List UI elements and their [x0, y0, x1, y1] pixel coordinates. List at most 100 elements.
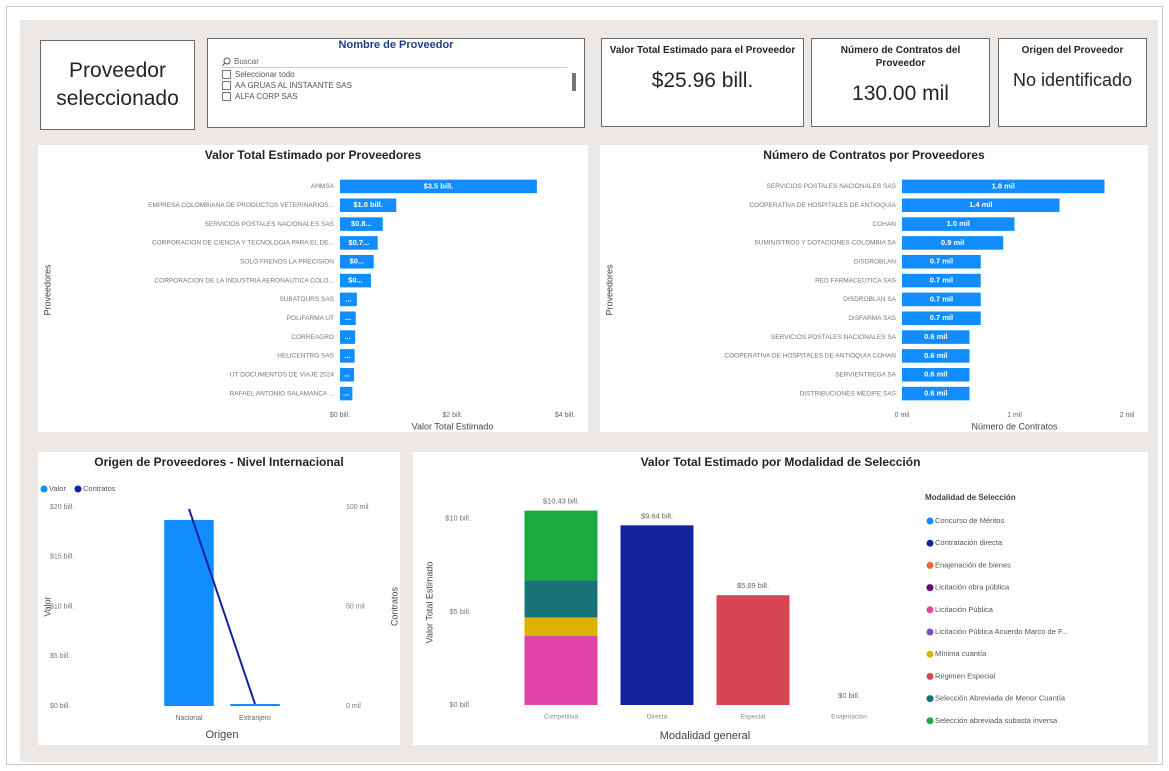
- bar: [340, 349, 355, 363]
- x-tick-label: $0 bill.: [330, 412, 350, 419]
- bar-segment: [524, 580, 598, 618]
- y-tick-label: SERVICIOS POSTALES NACIONALES SA: [771, 334, 897, 341]
- legend-marker: [926, 584, 934, 592]
- y-tick-label: DISDROBLAN: [854, 258, 897, 265]
- y-axis-label: Contratos: [389, 586, 399, 626]
- x-tick-label: Nacional: [175, 715, 203, 722]
- legend-marker: [926, 695, 934, 703]
- y-tick-label: $5 bill.: [449, 607, 471, 616]
- y-axis-label: Valor Total Estimado: [424, 562, 434, 644]
- search-box[interactable]: Buscar: [222, 57, 567, 68]
- x-tick-label: Enajenación: [831, 714, 867, 721]
- legend-label: Valor: [49, 484, 66, 493]
- legend-marker: [926, 539, 934, 547]
- card-value: $25.96 bill.: [651, 69, 754, 92]
- x-axis-label: Valor Total Estimado: [412, 421, 494, 431]
- y-tick-label: EMPRESA COLOMBIANA DE PRODUCTOS VETERINA…: [148, 202, 334, 209]
- legend-marker: [926, 628, 934, 636]
- checkbox[interactable]: [222, 92, 231, 101]
- y-axis-label: Proveedores: [42, 264, 52, 316]
- slicer-item[interactable]: ALFA CORP SAS: [222, 92, 584, 101]
- bar: [902, 311, 981, 326]
- y-tick-label: CORREAGRO: [291, 334, 334, 341]
- y-tick-label: RED FARMACEUTICA SAS: [815, 277, 897, 284]
- bar: [340, 386, 353, 401]
- bar-segment: [716, 595, 790, 705]
- y-tick-label: CORPORACION DE LA INDUSTRIA AERONAUTICA …: [154, 277, 334, 284]
- data-label: 0.7 mil: [930, 313, 953, 322]
- card-title: Número de Contratos del Proveedor: [840, 45, 961, 69]
- data-label: 0.6 mil: [924, 351, 947, 360]
- line: [188, 508, 256, 705]
- data-label: $3.5 bill.: [424, 181, 454, 190]
- card-value: No identificado: [1012, 70, 1133, 90]
- chart-title: Valor Total Estimado por Proveedores: [205, 148, 422, 162]
- scrollbar[interactable]: [572, 73, 576, 91]
- y2-tick-label: 50 mil: [346, 603, 365, 610]
- legend-label: Contratos: [83, 484, 116, 493]
- data-label: ...: [344, 370, 350, 379]
- bar: [340, 292, 357, 307]
- bar-segment: [620, 525, 694, 705]
- total-label: $9.64 bill.: [641, 511, 673, 520]
- bar: [340, 198, 397, 213]
- legend-label: Selección abreviada subasta inversa: [935, 716, 1058, 725]
- data-label: $1.0 bill.: [353, 200, 383, 209]
- y-tick-label: DISFARMA SAS: [848, 315, 896, 322]
- data-label: 1.8 mil: [992, 181, 1015, 190]
- slicer-item[interactable]: Seleccionar todo: [222, 70, 584, 79]
- card-title: Valor Total Estimado para el Proveedor: [609, 45, 796, 56]
- bar: [340, 179, 537, 194]
- legend-marker: [926, 517, 934, 525]
- bar-segment: [524, 636, 598, 705]
- x-tick-label: $4 bill.: [555, 412, 575, 419]
- bar: [902, 236, 1004, 250]
- x-tick-label: Especial: [741, 714, 766, 721]
- legend-label: Contratación directa: [935, 538, 1003, 547]
- data-label: ...: [344, 332, 350, 341]
- y-tick-label: UT DOCUMENTOS DE VIAJE 2024: [230, 371, 335, 378]
- legend-marker: [926, 561, 934, 569]
- legend-marker: [926, 606, 934, 614]
- item-label: ALFA CORP SAS: [235, 92, 298, 101]
- bar: [902, 292, 981, 307]
- chart-title: Origen de Proveedores - Nivel Internacio…: [94, 455, 343, 469]
- y-tick-label: SERVIENTREGA SA: [835, 371, 897, 378]
- y-tick-label: COHAN: [873, 221, 897, 228]
- data-label: ...: [343, 389, 349, 398]
- y2-tick-label: 0 mil: [346, 703, 361, 710]
- x-tick-label: $2 bill.: [442, 412, 462, 419]
- x-axis-label: Número de Contratos: [971, 421, 1058, 431]
- search-icon: [222, 57, 231, 66]
- y-tick-label: DISDROBLAN SA: [843, 296, 896, 303]
- x-tick-label: 0 mil: [895, 412, 910, 419]
- data-label: $0...: [348, 276, 363, 285]
- legend-label: Régimen Especial: [935, 671, 996, 680]
- legend-label: Mínima cuantía: [935, 649, 987, 658]
- legend-label: Licitación obra pública: [935, 583, 1010, 592]
- y-tick-label: $0 bill.: [50, 703, 70, 710]
- data-label: $0.7...: [348, 238, 369, 247]
- y-tick-label: $20 bill.: [50, 504, 74, 511]
- bar: [340, 217, 383, 231]
- y-tick-label: RAFAEL ANTONIO SALAMANCA ...: [230, 390, 335, 397]
- total-label: $0 bill.: [838, 691, 860, 700]
- item-label: AA GRUAS AL INSTAANTE SAS: [235, 81, 352, 90]
- y-tick-label: DISTRIBUCIONES MEDIFE SAS: [800, 390, 897, 397]
- legend-label: Enajenación de bienes: [935, 560, 1011, 569]
- x-tick-label: Competitiva: [544, 714, 579, 721]
- bar: [902, 198, 1060, 213]
- y-tick-label: $5 bill.: [50, 653, 70, 660]
- slicer-title: Nombre de Proveedor: [338, 39, 454, 51]
- slicer-item[interactable]: AA GRUAS AL INSTAANTE SAS: [222, 81, 584, 90]
- y2-tick-label: 100 mil: [346, 504, 369, 511]
- y-tick-label: COOPERATIVA DE HOSPITALES DE ANTIOQUIA C…: [724, 353, 896, 360]
- bar: [340, 330, 356, 344]
- checkbox[interactable]: [222, 70, 231, 79]
- chart-title: Valor Total Estimado por Modalidad de Se…: [641, 455, 921, 469]
- checkbox[interactable]: [222, 81, 231, 90]
- bar: [340, 273, 371, 288]
- bar: [902, 217, 1015, 231]
